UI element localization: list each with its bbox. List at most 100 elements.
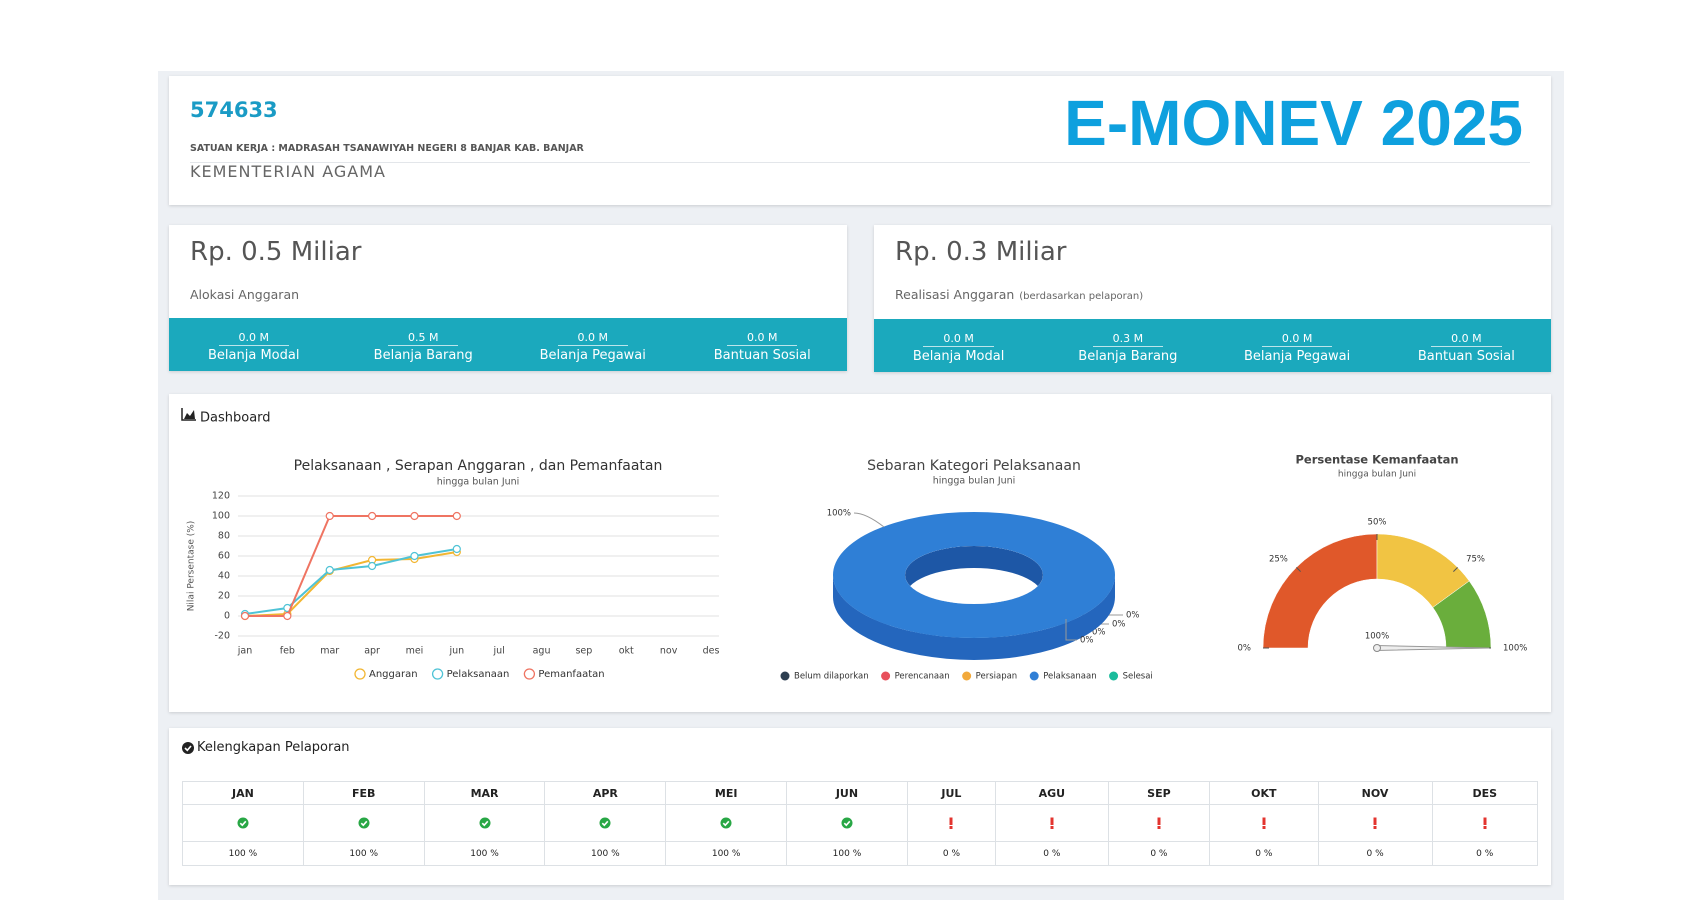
- amount-note: (berdasarkan pelaporan): [1019, 291, 1144, 302]
- status-cell: [1431, 804, 1538, 842]
- status-warn-bar: [1262, 817, 1266, 825]
- series-point: [240, 611, 250, 621]
- budget-card: Rp. 0.3 Miliar Realisasi Anggaran (berdasa…: [874, 225, 1551, 372]
- label-connector: [1065, 619, 1077, 641]
- legend-label: Pelaksanaan: [1043, 672, 1096, 682]
- chart-subtitle: hingga bulan Juni: [437, 477, 520, 488]
- status-ok-check: [843, 820, 851, 827]
- percent-cell: 0 %: [995, 841, 1109, 866]
- breakdown-label: Belanja Modal: [208, 348, 300, 363]
- breakdown-item: 0.5 M Belanja Barang: [339, 318, 509, 371]
- series-line: [244, 548, 457, 615]
- chart-title: Sebaran Kategori Pelaksanaan: [867, 458, 1081, 474]
- breakdown-item: 0.3 M Belanja Barang: [1043, 319, 1212, 372]
- status-ok-check: [481, 820, 488, 827]
- status-cell: [786, 804, 908, 842]
- status-ok-circle: [599, 817, 611, 829]
- breakdown-item: 0.0 M Bantuan Sosial: [678, 318, 848, 371]
- y-axis-label: Nilai Persentase (%): [187, 521, 197, 612]
- legend-swatch: [1109, 671, 1119, 681]
- x-tick-label: feb: [280, 646, 295, 657]
- status-ok-circle: [237, 817, 249, 829]
- month-header: MAR: [423, 781, 546, 805]
- brand: E-MONEV 2025: [1064, 87, 1523, 159]
- series-point: [325, 511, 334, 521]
- status-cell: [906, 804, 997, 842]
- gauge-tick-label: 100%: [1503, 644, 1527, 654]
- legend-swatch: [523, 668, 536, 680]
- breakdown-value: 0.3 M: [1092, 332, 1164, 347]
- breakdown-item: 0.0 M Belanja Pegawai: [508, 318, 678, 371]
- percent-cell: 100 %: [544, 841, 667, 866]
- month-header: FEB: [302, 781, 425, 805]
- amount-label: Realisasi Anggaran: [895, 287, 1015, 302]
- data-label: 0%: [1080, 636, 1094, 646]
- legend-swatch: [1029, 671, 1039, 681]
- breakdown-value: 0.0 M: [1261, 332, 1333, 347]
- status-ok-icon: [237, 817, 249, 829]
- status-cell: [182, 804, 304, 842]
- series-point: [452, 511, 461, 521]
- breakdown-strip: 0.0 M Belanja Modal 0.5 M Belanja Barang 0.0…: [169, 318, 847, 371]
- x-tick-label: nov: [660, 646, 678, 657]
- gauge-tick: [1296, 567, 1301, 572]
- breakdown-label: Belanja Barang: [1078, 349, 1178, 364]
- breakdown-label: Belanja Modal: [912, 349, 1005, 364]
- legend-label: Anggaran: [369, 669, 418, 680]
- amount: Rp. 0.5 Miliar: [190, 237, 362, 267]
- gauge-tick-label: 25%: [1269, 554, 1288, 564]
- donut-hole-floor: [905, 568, 1043, 604]
- x-tick-label: jul: [493, 646, 505, 657]
- budget-card: Rp. 0.5 Miliar Alokasi Anggaran 0.0 M Belan…: [169, 225, 847, 371]
- series-line: [245, 515, 457, 617]
- header-card: 574633 SATUAN KERJA : MADRASAH TSANAWIYA…: [169, 76, 1551, 205]
- status-ok-check: [360, 820, 368, 827]
- x-tick-label: okt: [619, 646, 634, 657]
- dashboard-card: Dashboard Pelaksanaan , Serapan Anggaran…: [169, 394, 1551, 712]
- breakdown-label: Belanja Barang: [373, 348, 473, 363]
- y-tick-label: -20: [214, 631, 230, 642]
- ministry: KEMENTERIAN AGAMA: [190, 162, 386, 181]
- series-point: [367, 511, 377, 521]
- month-header: MEI: [665, 781, 788, 805]
- status-warn-bar: [1050, 817, 1054, 825]
- unit-name: SATUAN KERJA : MADRASAH TSANAWIYAH NEGER…: [190, 143, 584, 154]
- y-tick-label: 60: [218, 551, 230, 562]
- chart-title: Pelaksanaan , Serapan Anggaran , dan Pem…: [294, 458, 663, 474]
- gauge-tick-label: 50%: [1368, 518, 1387, 528]
- divider: [190, 162, 1530, 163]
- breakdown-item: 0.0 M Belanja Modal: [874, 319, 1043, 372]
- breakdown-strip: 0.0 M Belanja Modal 0.3 M Belanja Barang 0.0…: [874, 319, 1551, 372]
- gauge-tick-label: 75%: [1466, 554, 1485, 564]
- legend-label: Belum dilaporkan: [794, 672, 869, 682]
- dashboard: Dashboard Pelaksanaan , Serapan Anggaran…: [181, 408, 1527, 682]
- percent-cell: 0 %: [1317, 841, 1433, 866]
- status-cell: [1107, 804, 1211, 842]
- month-header: APR: [544, 781, 667, 805]
- percent-cell: 0 %: [1431, 841, 1538, 866]
- series-point: [410, 511, 419, 521]
- breakdown-value: 0.0 M: [1431, 332, 1502, 347]
- month-header: DES: [1431, 781, 1538, 805]
- breakdown-item: 0.0 M Belanja Pegawai: [1213, 319, 1382, 372]
- status-ok-circle: [358, 817, 370, 829]
- unit-code: 574633: [190, 98, 278, 122]
- breakdown-label: Belanja Pegawai: [1244, 349, 1351, 364]
- percent-cell: 0 %: [906, 841, 997, 866]
- status-warn-icon: [1050, 817, 1054, 829]
- status-warn-dot: [949, 826, 953, 829]
- status-ok-check: [722, 820, 730, 827]
- series-point: [325, 565, 334, 575]
- month-header: OKT: [1209, 781, 1319, 805]
- status-cell: [1209, 804, 1319, 842]
- breakdown-value: 0.0 M: [557, 331, 628, 346]
- legend-label: Perencanaan: [895, 672, 950, 682]
- breakdown-value: 0.0 M: [727, 331, 798, 346]
- y-tick-label: 0: [224, 611, 230, 622]
- y-tick-label: 20: [218, 591, 230, 602]
- legend-swatch: [962, 671, 972, 681]
- gauge-tick: [1453, 567, 1458, 572]
- percent-cell: 100 %: [423, 841, 546, 866]
- status-warn-dot: [1050, 826, 1054, 829]
